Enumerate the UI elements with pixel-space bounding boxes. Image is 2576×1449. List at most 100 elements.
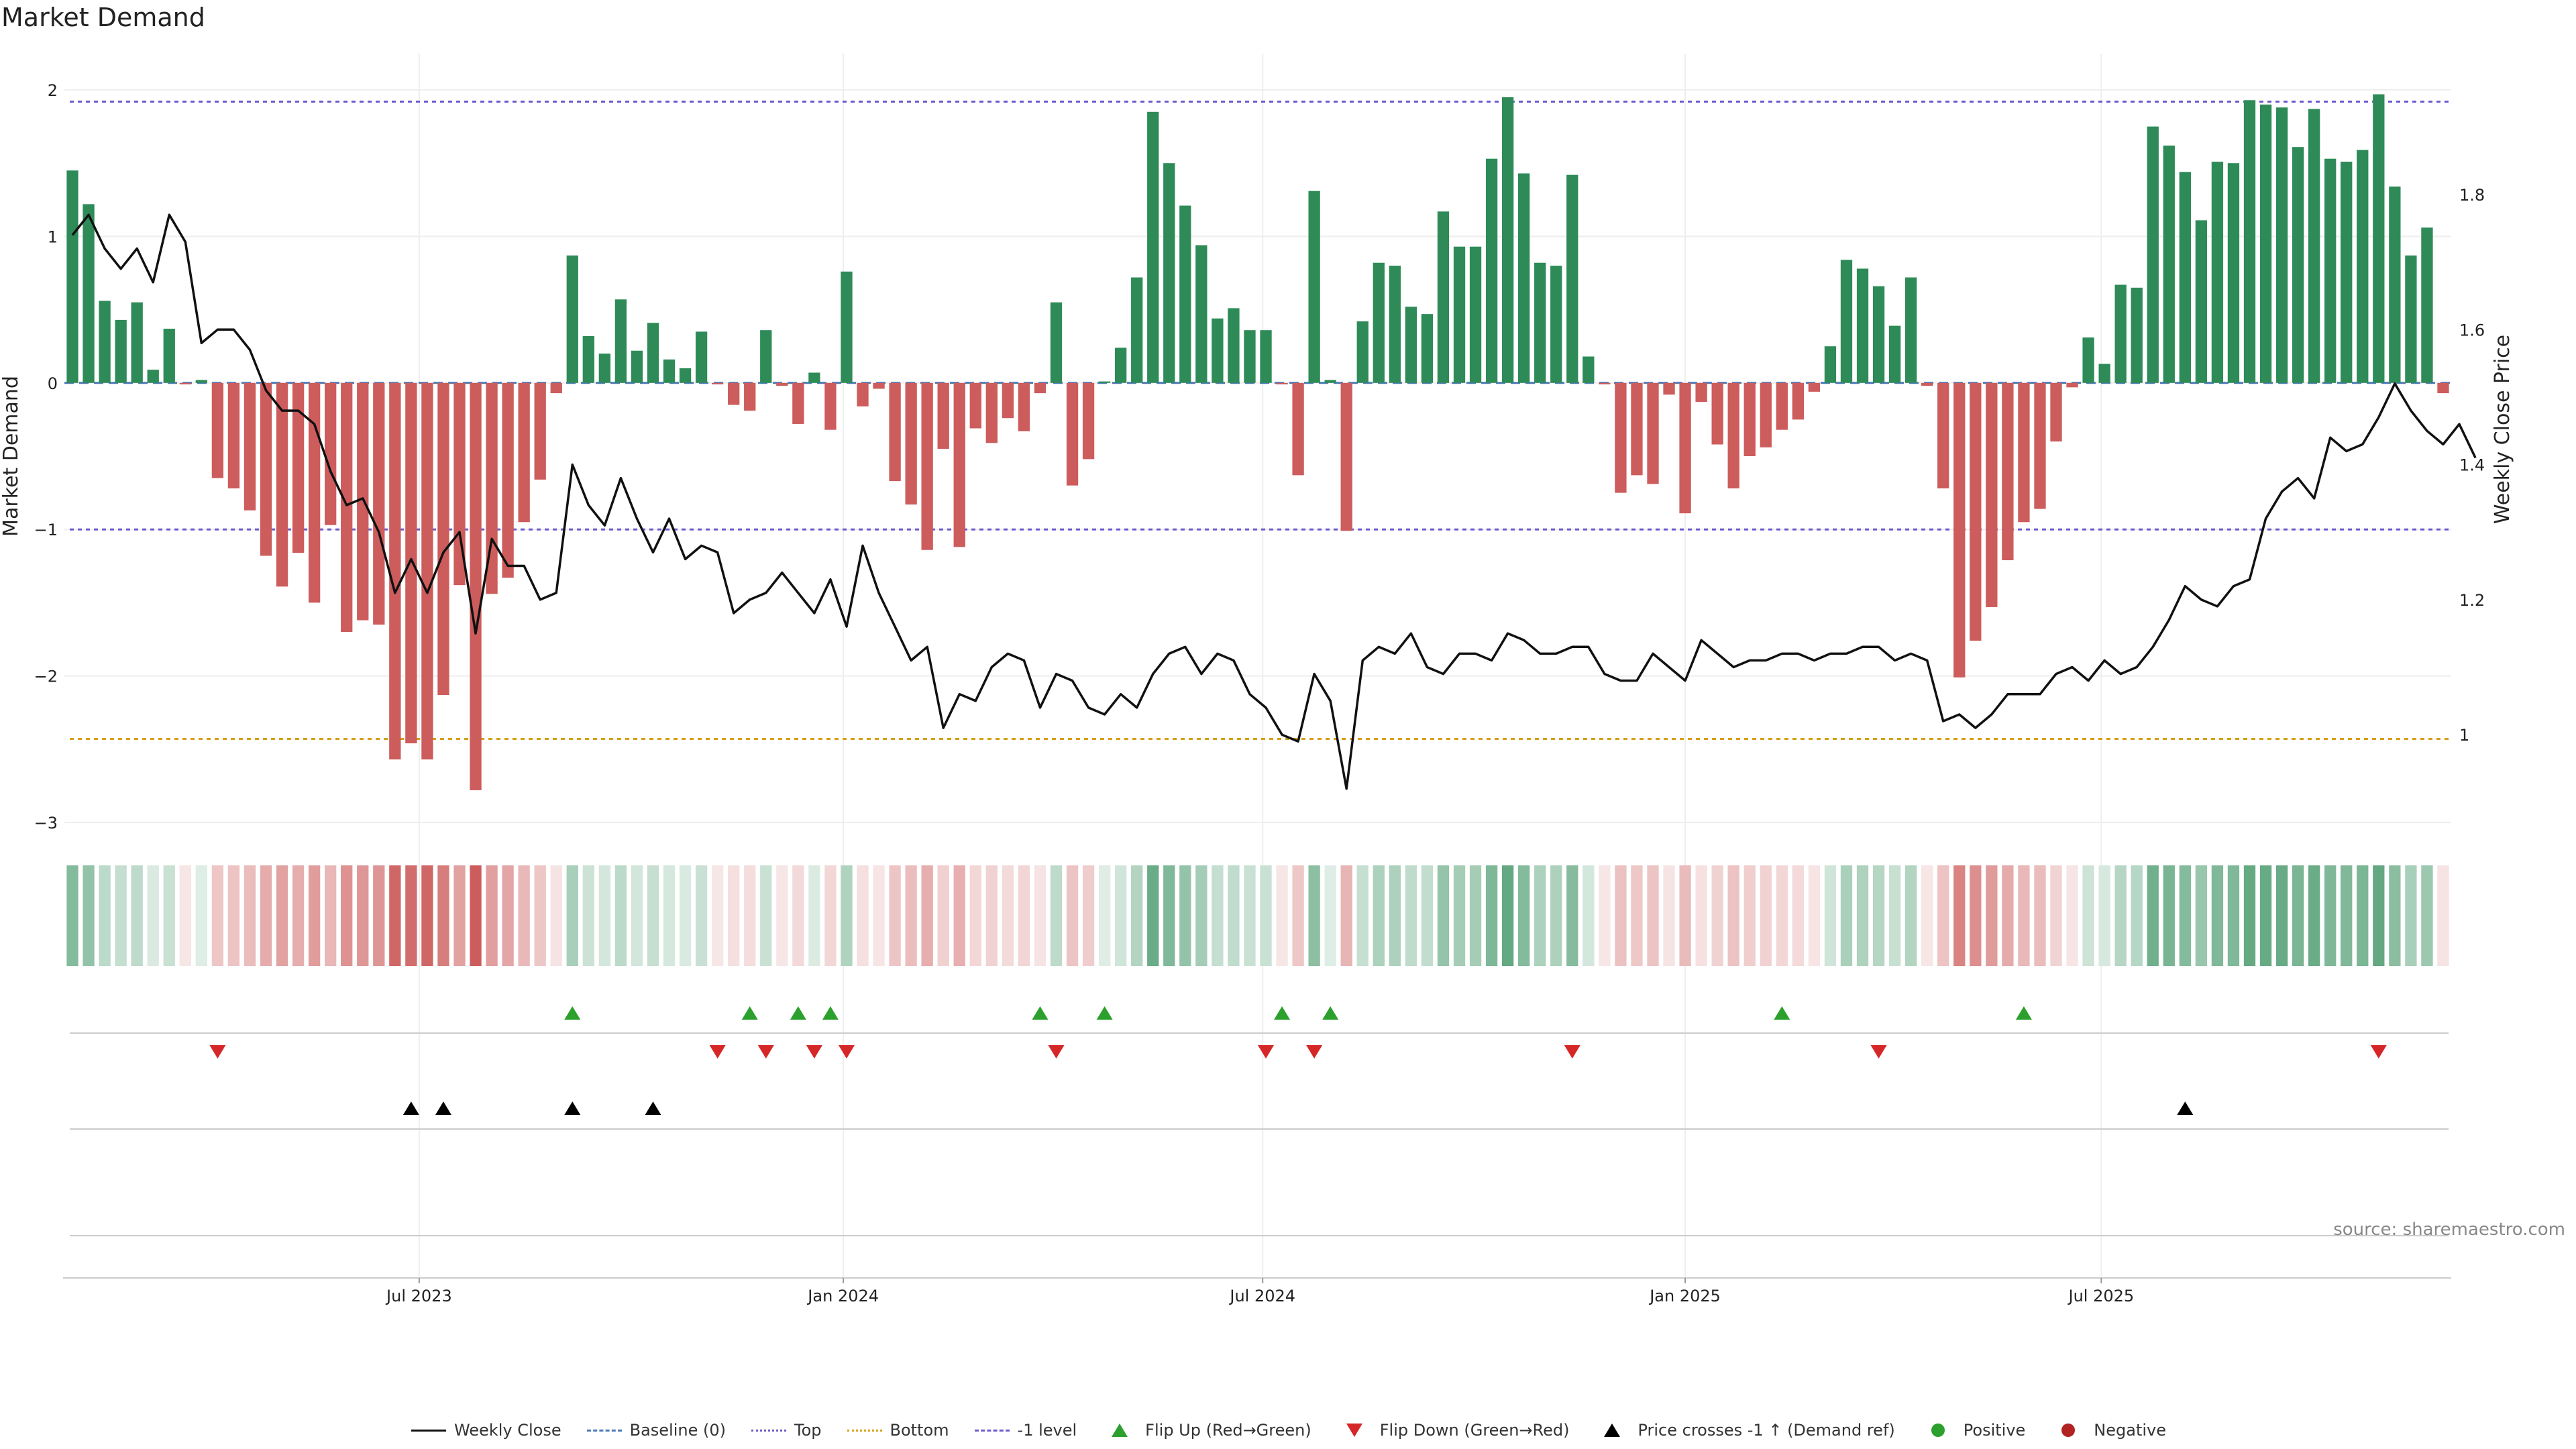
heat-cell (1034, 865, 1046, 966)
flip-up-marker (741, 1006, 758, 1020)
demand-bar (1469, 246, 1482, 383)
heat-cell (1066, 865, 1079, 966)
heat-cell (566, 865, 578, 966)
heat-cell (211, 865, 224, 966)
heat-cell (2357, 865, 2369, 966)
demand-bar (969, 382, 981, 429)
demand-bar (470, 382, 482, 790)
heat-cell (502, 865, 514, 966)
demand-bar (1760, 382, 1772, 447)
demand-bar (921, 382, 933, 550)
demand-bar (647, 323, 659, 383)
heat-cell (260, 865, 272, 966)
heat-cell (1631, 865, 1643, 966)
heat-cell (582, 865, 594, 966)
legend-baseline: Baseline (0) (586, 1421, 726, 1440)
heat-cell (195, 865, 207, 966)
heat-cell (1308, 865, 1320, 966)
demand-bar (953, 382, 965, 547)
demand-bar (728, 382, 740, 405)
demand-bar (1631, 382, 1643, 476)
heat-cell (711, 865, 724, 966)
heat-cell (115, 865, 127, 966)
heat-cell (695, 865, 708, 966)
demand-bar (1695, 382, 1707, 402)
legend-weekly-close: Weekly Close (410, 1421, 561, 1440)
heat-cell (1727, 865, 1739, 966)
heat-cell (325, 865, 337, 966)
heat-cell (1276, 865, 1288, 966)
demand-bar (1534, 262, 1546, 383)
heat-cell (1615, 865, 1627, 966)
heat-cell (1792, 865, 1805, 966)
heat-cell (969, 865, 981, 966)
demand-bar (147, 370, 159, 383)
heat-cell (2341, 865, 2353, 966)
weekly-close-line (71, 213, 2477, 790)
legend-swatch (410, 1422, 447, 1438)
legend-label: Price crosses -1 ↑ (Demand ref) (1638, 1421, 1895, 1440)
demand-bar (1453, 246, 1466, 383)
demand-bar (1904, 277, 1917, 383)
y-axis-label: Market Demand (0, 376, 23, 537)
demand-bar (1501, 97, 1514, 383)
demand-bar (2373, 94, 2385, 383)
demand-bars (66, 94, 2449, 790)
demand-bar (1244, 330, 1256, 383)
demand-bar (1034, 382, 1046, 394)
heat-cell (292, 865, 305, 966)
flip-down-marker (709, 1045, 726, 1059)
heat-cell (873, 865, 885, 966)
legend-negative: Negative (2049, 1421, 2166, 1440)
legend-label: Weekly Close (453, 1421, 561, 1440)
heat-cell (2243, 865, 2256, 966)
demand-bar (776, 382, 788, 386)
heat-cell (2292, 865, 2304, 966)
legend-minus1: -1 level (973, 1421, 1077, 1440)
demand-bar (1888, 325, 1901, 383)
flip-up-marker (1032, 1006, 1049, 1020)
flip-down-marker (209, 1045, 226, 1059)
flip-down-marker (1048, 1045, 1065, 1059)
heat-cell (1115, 865, 1127, 966)
demand-bar (1002, 382, 1014, 419)
flip-down-marker (2370, 1045, 2387, 1059)
heat-cell (1986, 865, 1998, 966)
heat-cell (2437, 865, 2449, 966)
demand-bar (2147, 126, 2159, 383)
demand-bar (2034, 382, 2046, 509)
demand-bar (2421, 227, 2433, 383)
x-tick-label: Jul 2025 (2067, 1287, 2134, 1305)
demand-bar (2405, 255, 2417, 383)
heat-cell (1356, 865, 1368, 966)
heat-cell (1453, 865, 1466, 966)
heat-cell (841, 865, 853, 966)
demand-bar (1356, 321, 1368, 383)
cross-up-marker (402, 1102, 419, 1115)
demand-bar (2357, 150, 2369, 383)
heat-cell (1195, 865, 1208, 966)
demand-bar (1212, 318, 1224, 383)
heat-cell (2275, 865, 2288, 966)
heat-cell (389, 865, 401, 966)
demand-bar (308, 382, 321, 603)
heat-cell (679, 865, 692, 966)
heat-cell (534, 865, 546, 966)
heat-cell (163, 865, 175, 966)
heat-cell (1760, 865, 1772, 966)
heat-cell (1082, 865, 1095, 966)
heat-cell (1405, 865, 1417, 966)
heat-cell (2114, 865, 2127, 966)
demand-bar (1856, 268, 1869, 383)
heat-cell (2050, 865, 2062, 966)
legend-swatch (2049, 1422, 2087, 1438)
reference-lines (64, 100, 2451, 741)
heat-cell (1389, 865, 1401, 966)
flip-up-marker (1274, 1006, 1291, 1020)
demand-bar (744, 382, 756, 411)
flip-down-marker (1870, 1045, 1887, 1059)
legend-price-cross: Price crosses -1 ↑ (Demand ref) (1593, 1421, 1895, 1440)
demand-bar (1663, 382, 1675, 395)
demand-bar (179, 382, 191, 384)
